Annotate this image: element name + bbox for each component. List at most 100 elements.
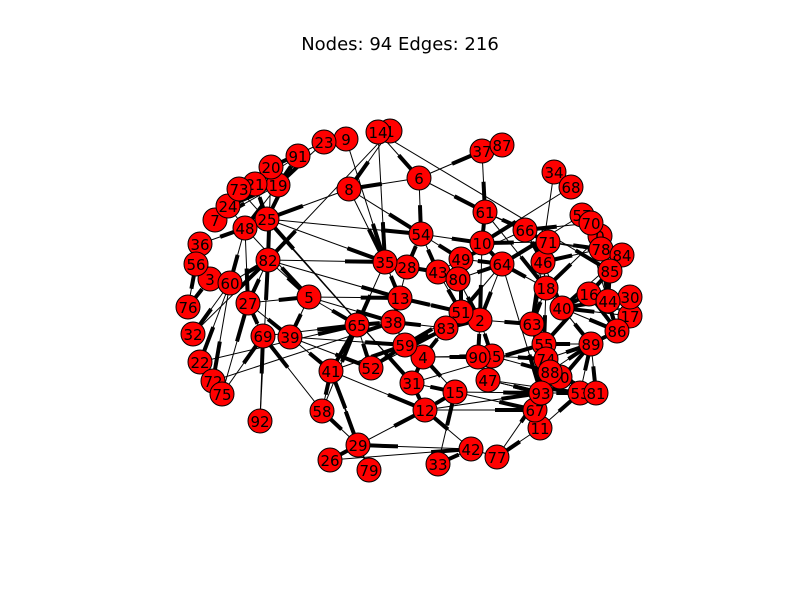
node-32[interactable]: 32	[180, 321, 206, 347]
edge-arrowhead	[323, 382, 331, 396]
edge-arrowhead	[404, 321, 422, 328]
node-26[interactable]: 26	[317, 447, 343, 473]
node-33[interactable]: 33	[425, 451, 451, 477]
node-28[interactable]: 28	[394, 254, 420, 280]
node-39[interactable]: 39	[277, 324, 303, 350]
node-35[interactable]: 35	[372, 249, 398, 275]
node-92[interactable]: 92	[247, 408, 273, 434]
edge-arrowhead	[572, 243, 590, 250]
node-81[interactable]: 81	[583, 380, 609, 406]
node-12[interactable]: 12	[412, 397, 438, 423]
node-18[interactable]: 18	[533, 275, 559, 301]
node-13[interactable]: 13	[387, 285, 413, 311]
node-56[interactable]: 56	[183, 251, 209, 277]
node-23[interactable]: 23	[311, 129, 337, 155]
node-40[interactable]: 40	[549, 295, 575, 321]
node-9[interactable]: 9	[333, 126, 359, 152]
node-48[interactable]: 48	[232, 215, 258, 241]
node-73[interactable]: 73	[226, 176, 252, 202]
edge-arrowhead	[278, 296, 298, 302]
node-70[interactable]: 70	[578, 210, 604, 236]
node-90[interactable]: 90	[465, 344, 491, 370]
edge-arrowhead	[189, 275, 196, 290]
node-label: 56	[186, 256, 205, 274]
node-22[interactable]: 22	[187, 349, 213, 375]
node-76[interactable]: 76	[175, 294, 201, 320]
node-34[interactable]: 34	[541, 159, 567, 185]
node-27[interactable]: 27	[235, 290, 261, 316]
node-16[interactable]: 16	[576, 281, 602, 307]
node-38[interactable]: 38	[380, 309, 406, 335]
node-6[interactable]: 6	[406, 165, 432, 191]
node-87[interactable]: 87	[489, 132, 515, 158]
edge-arrowhead	[573, 322, 586, 336]
node-20[interactable]: 20	[258, 154, 284, 180]
node-93[interactable]: 93	[528, 380, 554, 406]
node-86[interactable]: 86	[604, 318, 630, 344]
node-65[interactable]: 65	[344, 312, 370, 338]
node-label: 85	[600, 263, 619, 281]
node-37[interactable]: 37	[469, 138, 495, 164]
node-51[interactable]: 51	[448, 299, 474, 325]
node-75[interactable]: 75	[209, 381, 235, 407]
node-71[interactable]: 71	[535, 229, 561, 255]
edge-arrowhead	[534, 301, 543, 314]
node-25[interactable]: 25	[254, 206, 280, 232]
node-label: 11	[530, 420, 549, 438]
node-61[interactable]: 61	[472, 199, 498, 225]
node-49[interactable]: 49	[448, 246, 474, 272]
node-circle	[425, 451, 451, 477]
node-52[interactable]: 52	[358, 355, 384, 381]
node-89[interactable]: 89	[578, 331, 604, 357]
node-29[interactable]: 29	[345, 432, 371, 458]
node-83[interactable]: 83	[433, 315, 459, 341]
node-80[interactable]: 80	[445, 266, 471, 292]
edge-arrowhead	[334, 352, 361, 366]
node-68[interactable]: 68	[558, 174, 584, 200]
node-42[interactable]: 42	[458, 436, 484, 462]
edge-arrowhead	[476, 333, 482, 346]
node-69[interactable]: 69	[250, 323, 276, 349]
edge-arrowhead	[430, 447, 460, 455]
node-54[interactable]: 54	[408, 221, 434, 247]
node-circle	[187, 349, 213, 375]
node-31[interactable]: 31	[399, 370, 425, 396]
node-30[interactable]: 30	[617, 284, 643, 310]
node-circle	[344, 312, 370, 338]
node-78[interactable]: 78	[588, 236, 614, 262]
node-15[interactable]: 15	[442, 379, 468, 405]
node-circle	[410, 344, 436, 370]
edge-arrowhead	[451, 153, 472, 166]
node-43[interactable]: 43	[425, 259, 451, 285]
node-91[interactable]: 91	[285, 143, 311, 169]
edge-arrowhead	[360, 181, 383, 190]
node-47[interactable]: 47	[475, 367, 501, 393]
edge-arrowhead	[504, 319, 521, 326]
node-82[interactable]: 82	[255, 247, 281, 273]
node-label: 78	[591, 241, 610, 259]
node-77[interactable]: 77	[484, 444, 510, 470]
node-10[interactable]: 10	[469, 230, 495, 256]
node-79[interactable]: 79	[356, 457, 382, 483]
node-46[interactable]: 46	[530, 249, 556, 275]
node-64[interactable]: 64	[489, 251, 515, 277]
node-59[interactable]: 59	[392, 332, 418, 358]
node-66[interactable]: 66	[512, 217, 538, 243]
node-label: 26	[320, 452, 339, 470]
node-60[interactable]: 60	[217, 270, 243, 296]
node-58[interactable]: 58	[309, 398, 335, 424]
node-88[interactable]: 88	[537, 359, 563, 385]
node-5[interactable]: 5	[296, 284, 322, 310]
node-63[interactable]: 63	[519, 311, 545, 337]
node-4[interactable]: 4	[410, 344, 436, 370]
edge-arrowhead	[368, 321, 380, 326]
node-44[interactable]: 44	[595, 288, 621, 314]
node-41[interactable]: 41	[318, 358, 344, 384]
node-circle	[528, 380, 554, 406]
node-8[interactable]: 8	[336, 176, 362, 202]
node-85[interactable]: 85	[597, 258, 623, 284]
node-circle	[445, 266, 471, 292]
edge-arrowhead	[430, 303, 450, 312]
node-36[interactable]: 36	[187, 231, 213, 257]
node-14[interactable]: 14	[365, 119, 391, 145]
